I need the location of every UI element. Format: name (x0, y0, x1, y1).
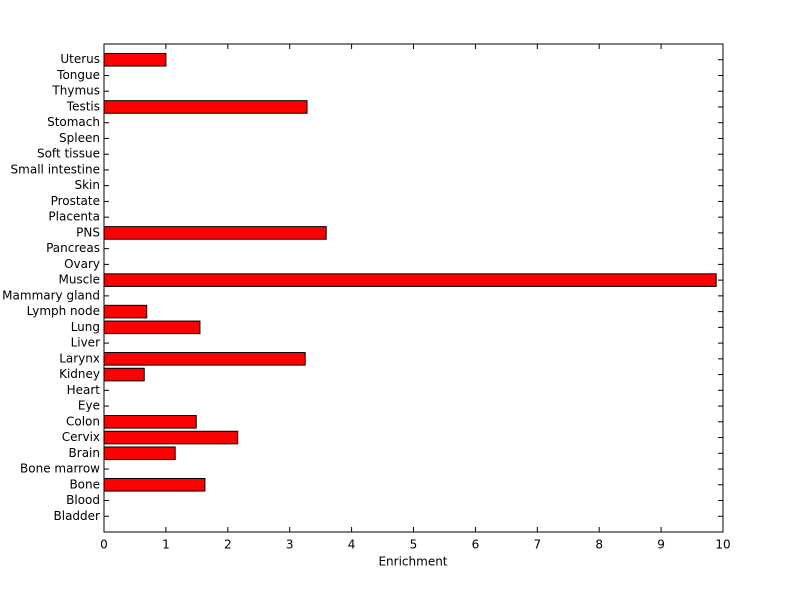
y-tick-label: Thymus (51, 84, 100, 98)
bar (103, 415, 197, 429)
y-tick-label: Tongue (56, 68, 100, 82)
y-tick-label: Lung (71, 320, 100, 334)
y-tick-label: Testis (66, 99, 100, 113)
bar (103, 367, 145, 382)
bar (103, 52, 167, 67)
plot-frame (103, 43, 724, 533)
x-tick-label: 0 (100, 538, 108, 552)
x-tick-label: 2 (224, 538, 232, 552)
y-tick-label: Bone (69, 477, 100, 491)
x-tick-label: 4 (348, 538, 356, 552)
y-tick-label: Lymph node (27, 304, 100, 318)
y-tick-label: Colon (66, 414, 100, 428)
y-tick-label: Heart (67, 383, 101, 397)
y-tick-label: Prostate (51, 194, 100, 208)
y-tick-label: Liver (71, 336, 101, 350)
y-tick-label: Spleen (59, 131, 100, 145)
bar (103, 320, 201, 335)
y-tick-label: Stomach (47, 115, 100, 129)
bar (103, 100, 308, 114)
bar (103, 304, 148, 319)
y-tick-label: Skin (74, 178, 100, 192)
y-tick-label: Small intestine (11, 162, 100, 176)
y-tick-label: Bone marrow (20, 462, 100, 476)
bar (103, 352, 306, 366)
x-tick-label: 3 (286, 538, 294, 552)
x-tick-label: 6 (472, 538, 480, 552)
y-tick-label: Cervix (62, 430, 100, 444)
bar (103, 430, 239, 445)
x-tick-label: 1 (162, 538, 170, 552)
bar (103, 446, 176, 461)
y-tick-label: Uterus (60, 52, 100, 66)
y-tick-label: Larynx (59, 351, 100, 365)
x-tick-label: 5 (410, 538, 418, 552)
x-axis-label: Enrichment (378, 555, 447, 569)
x-tick-label: 10 (715, 538, 730, 552)
bar (103, 477, 206, 492)
x-tick-label: 8 (595, 538, 603, 552)
y-tick-label: Kidney (59, 367, 100, 381)
y-tick-label: Soft tissue (37, 147, 100, 161)
y-tick-label: Bladder (54, 509, 101, 523)
y-tick-label: Brain (69, 446, 100, 460)
bar (103, 273, 717, 287)
x-tick-label: 9 (657, 538, 665, 552)
y-tick-label: Mammary gland (2, 288, 100, 302)
y-tick-label: Pancreas (46, 241, 100, 255)
y-tick-label: PNS (76, 225, 100, 239)
y-tick-label: Eye (78, 399, 100, 413)
bar (103, 226, 327, 240)
y-tick-label: Blood (66, 493, 100, 507)
y-tick-label: Muscle (58, 273, 100, 287)
y-tick-label: Ovary (64, 257, 100, 271)
y-tick-label: Placenta (48, 210, 100, 224)
x-tick-label: 7 (533, 538, 541, 552)
